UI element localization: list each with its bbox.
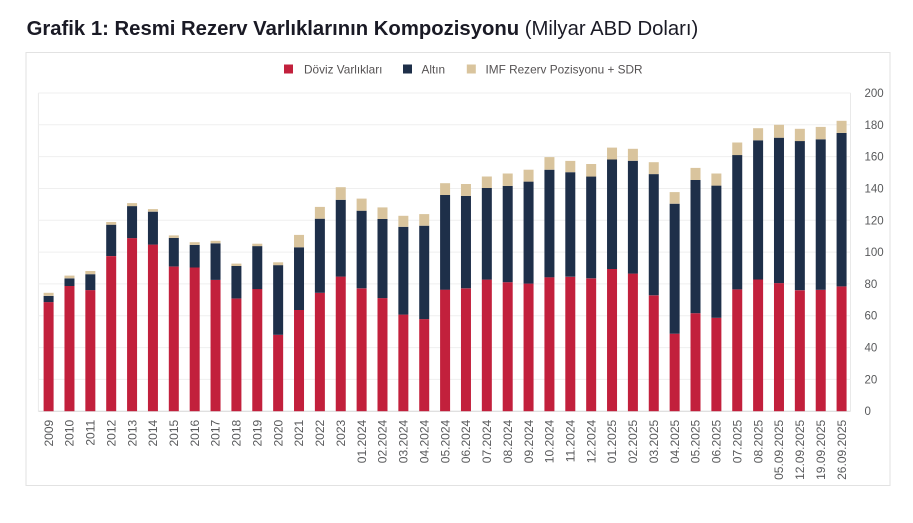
svg-text:06.2024: 06.2024: [459, 419, 473, 463]
svg-text:03.2025: 03.2025: [647, 419, 661, 463]
svg-text:08.2025: 08.2025: [751, 419, 765, 463]
svg-text:12.09.2025: 12.09.2025: [793, 419, 807, 479]
svg-text:07.2025: 07.2025: [730, 419, 744, 463]
svg-text:01.2024: 01.2024: [355, 419, 369, 463]
svg-text:2011: 2011: [84, 419, 98, 445]
svg-text:04.2025: 04.2025: [668, 419, 682, 463]
svg-text:05.2024: 05.2024: [438, 419, 452, 463]
svg-text:Döviz Varlıkları: Döviz Varlıkları: [304, 63, 382, 77]
svg-text:2022: 2022: [313, 419, 327, 446]
svg-text:80: 80: [865, 279, 878, 291]
svg-text:10.2024: 10.2024: [543, 419, 557, 463]
svg-text:2013: 2013: [125, 419, 139, 446]
svg-text:02.2024: 02.2024: [376, 419, 390, 463]
svg-text:2012: 2012: [104, 419, 118, 446]
svg-text:2015: 2015: [167, 419, 181, 446]
svg-text:19.09.2025: 19.09.2025: [814, 419, 828, 479]
svg-text:08.2024: 08.2024: [501, 419, 515, 463]
svg-text:01.2025: 01.2025: [605, 419, 619, 463]
svg-text:Altın: Altın: [422, 63, 446, 77]
svg-text:02.2025: 02.2025: [626, 419, 640, 463]
svg-text:09.2024: 09.2024: [522, 419, 536, 463]
svg-text:04.2024: 04.2024: [417, 419, 431, 463]
svg-text:12.2024: 12.2024: [584, 419, 598, 463]
svg-text:160: 160: [865, 152, 884, 164]
svg-text:120: 120: [865, 215, 884, 227]
svg-text:60: 60: [865, 311, 878, 323]
svg-text:06.2025: 06.2025: [710, 419, 724, 463]
svg-text:180: 180: [865, 120, 884, 132]
svg-text:26.09.2025: 26.09.2025: [835, 419, 849, 479]
svg-text:2018: 2018: [230, 419, 244, 446]
svg-text:07.2024: 07.2024: [480, 419, 494, 463]
svg-text:140: 140: [865, 184, 884, 196]
svg-text:2019: 2019: [251, 419, 265, 446]
svg-text:0: 0: [865, 406, 871, 418]
svg-text:Grafik 1: Resmi Rezerv Varlıkl: Grafik 1: Resmi Rezerv Varlıklarının Kom…: [27, 18, 699, 40]
svg-text:IMF Rezerv Pozisyonu + SDR: IMF Rezerv Pozisyonu + SDR: [486, 63, 643, 77]
svg-text:03.2024: 03.2024: [397, 419, 411, 463]
svg-text:2010: 2010: [63, 419, 77, 446]
svg-text:2016: 2016: [188, 419, 202, 446]
svg-text:2017: 2017: [209, 419, 223, 446]
svg-text:2021: 2021: [292, 419, 306, 446]
svg-text:2020: 2020: [271, 419, 285, 446]
svg-text:05.09.2025: 05.09.2025: [772, 419, 786, 479]
svg-text:20: 20: [865, 374, 878, 386]
svg-text:2009: 2009: [42, 419, 56, 446]
svg-text:11.2024: 11.2024: [564, 419, 578, 462]
svg-text:2023: 2023: [334, 419, 348, 446]
svg-text:40: 40: [865, 343, 878, 355]
svg-text:05.2025: 05.2025: [689, 419, 703, 463]
svg-text:100: 100: [865, 247, 884, 259]
svg-text:2014: 2014: [146, 419, 160, 446]
svg-text:200: 200: [865, 88, 884, 100]
